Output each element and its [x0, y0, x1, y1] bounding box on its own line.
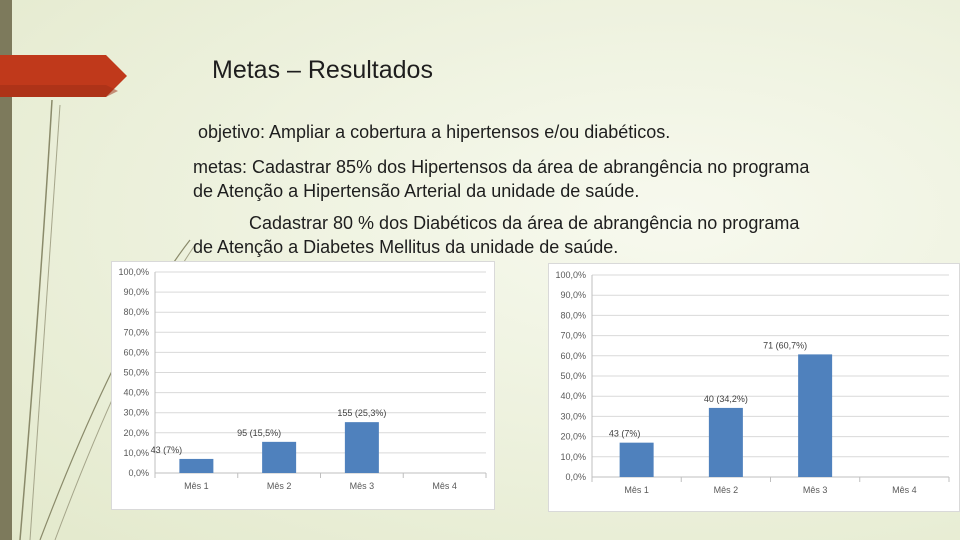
diabetes-coverage-chart: 0,0% 10,0% 20,0% 30,0% 40,0% 50,0% 60,0% 70,0% 8… [548, 263, 960, 512]
objective-text: objetivo: Ampliar a cobertura a hiperten… [198, 122, 671, 142]
y-tick-label: 80,0% [123, 307, 149, 317]
x-tick-label: Mês 1 [624, 485, 649, 495]
y-tick-label: 20,0% [123, 428, 149, 438]
sidebar-stripe [0, 0, 12, 540]
x-tick-label: Mês 4 [432, 481, 457, 491]
y-tick-label: 70,0% [123, 327, 149, 337]
data-label: 43 (7%) [609, 429, 641, 439]
y-tick-label: 20,0% [560, 432, 586, 442]
red-arrow-icon [0, 55, 127, 97]
goal-diabetes-line1: Cadastrar 80 % dos Diabéticos da área de… [249, 213, 800, 233]
x-tick-label: Mês 3 [350, 481, 375, 491]
hypertension-chart-svg: 0,0% 10,0% 20,0% 30,0% 40,0% 50,0% 60,0% 70,0% 8… [118, 267, 487, 491]
y-tick-label: 40,0% [560, 391, 586, 401]
goal-hypertension-text: metas: Cadastrar 85% dos Hipertensos da … [193, 155, 809, 203]
y-tick-label: 50,0% [123, 368, 149, 378]
bar [262, 441, 297, 473]
y-tick-label: 0,0% [128, 468, 149, 478]
data-label: 95 (15,5%) [237, 428, 281, 438]
y-tick-label: 100,0% [118, 267, 149, 277]
data-label: 155 (25,3%) [337, 408, 386, 418]
data-label: 40 (34,2%) [704, 394, 748, 404]
bar [344, 422, 379, 473]
y-tick-label: 30,0% [560, 411, 586, 421]
bar [619, 442, 654, 477]
x-tick-label: Mês 1 [184, 481, 209, 491]
y-tick-label: 60,0% [123, 347, 149, 357]
y-tick-label: 10,0% [560, 452, 586, 462]
data-label: 71 (60,7%) [763, 340, 807, 350]
diabetes-chart-svg: 0,0% 10,0% 20,0% 30,0% 40,0% 50,0% 60,0% 70,0% 8… [555, 270, 950, 495]
bar [179, 458, 214, 473]
hypertension-coverage-chart: 0,0% 10,0% 20,0% 30,0% 40,0% 50,0% 60,0% 70,0% 8… [111, 261, 495, 510]
y-tick-label: 50,0% [560, 371, 586, 381]
x-tick-label: Mês 3 [803, 485, 828, 495]
y-tick-label: 10,0% [123, 448, 149, 458]
x-tick-label: Mês 2 [267, 481, 292, 491]
goal-hypertension-line2: de Atenção a Hipertensão Arterial da uni… [193, 181, 640, 201]
y-tick-label: 100,0% [555, 270, 586, 280]
goal-hypertension-line1: metas: Cadastrar 85% dos Hipertensos da … [193, 157, 810, 177]
data-label: 43 (7%) [151, 445, 183, 455]
x-tick-label: Mês 4 [892, 485, 917, 495]
goal-diabetes-line2: de Atenção a Diabetes Mellitus da unidad… [193, 237, 619, 257]
y-tick-label: 40,0% [123, 388, 149, 398]
y-tick-label: 30,0% [123, 408, 149, 418]
bar [798, 354, 833, 477]
y-tick-label: 0,0% [565, 472, 586, 482]
y-tick-label: 90,0% [560, 290, 586, 300]
bar [708, 407, 743, 477]
y-tick-label: 70,0% [560, 331, 586, 341]
x-tick-label: Mês 2 [714, 485, 739, 495]
y-tick-label: 60,0% [560, 351, 586, 361]
goal-diabetes-text: Cadastrar 80 % dos Diabéticos da área de… [193, 211, 799, 259]
y-tick-label: 80,0% [560, 310, 586, 320]
slide-title: Metas – Resultados [212, 56, 433, 84]
y-tick-label: 90,0% [123, 287, 149, 297]
